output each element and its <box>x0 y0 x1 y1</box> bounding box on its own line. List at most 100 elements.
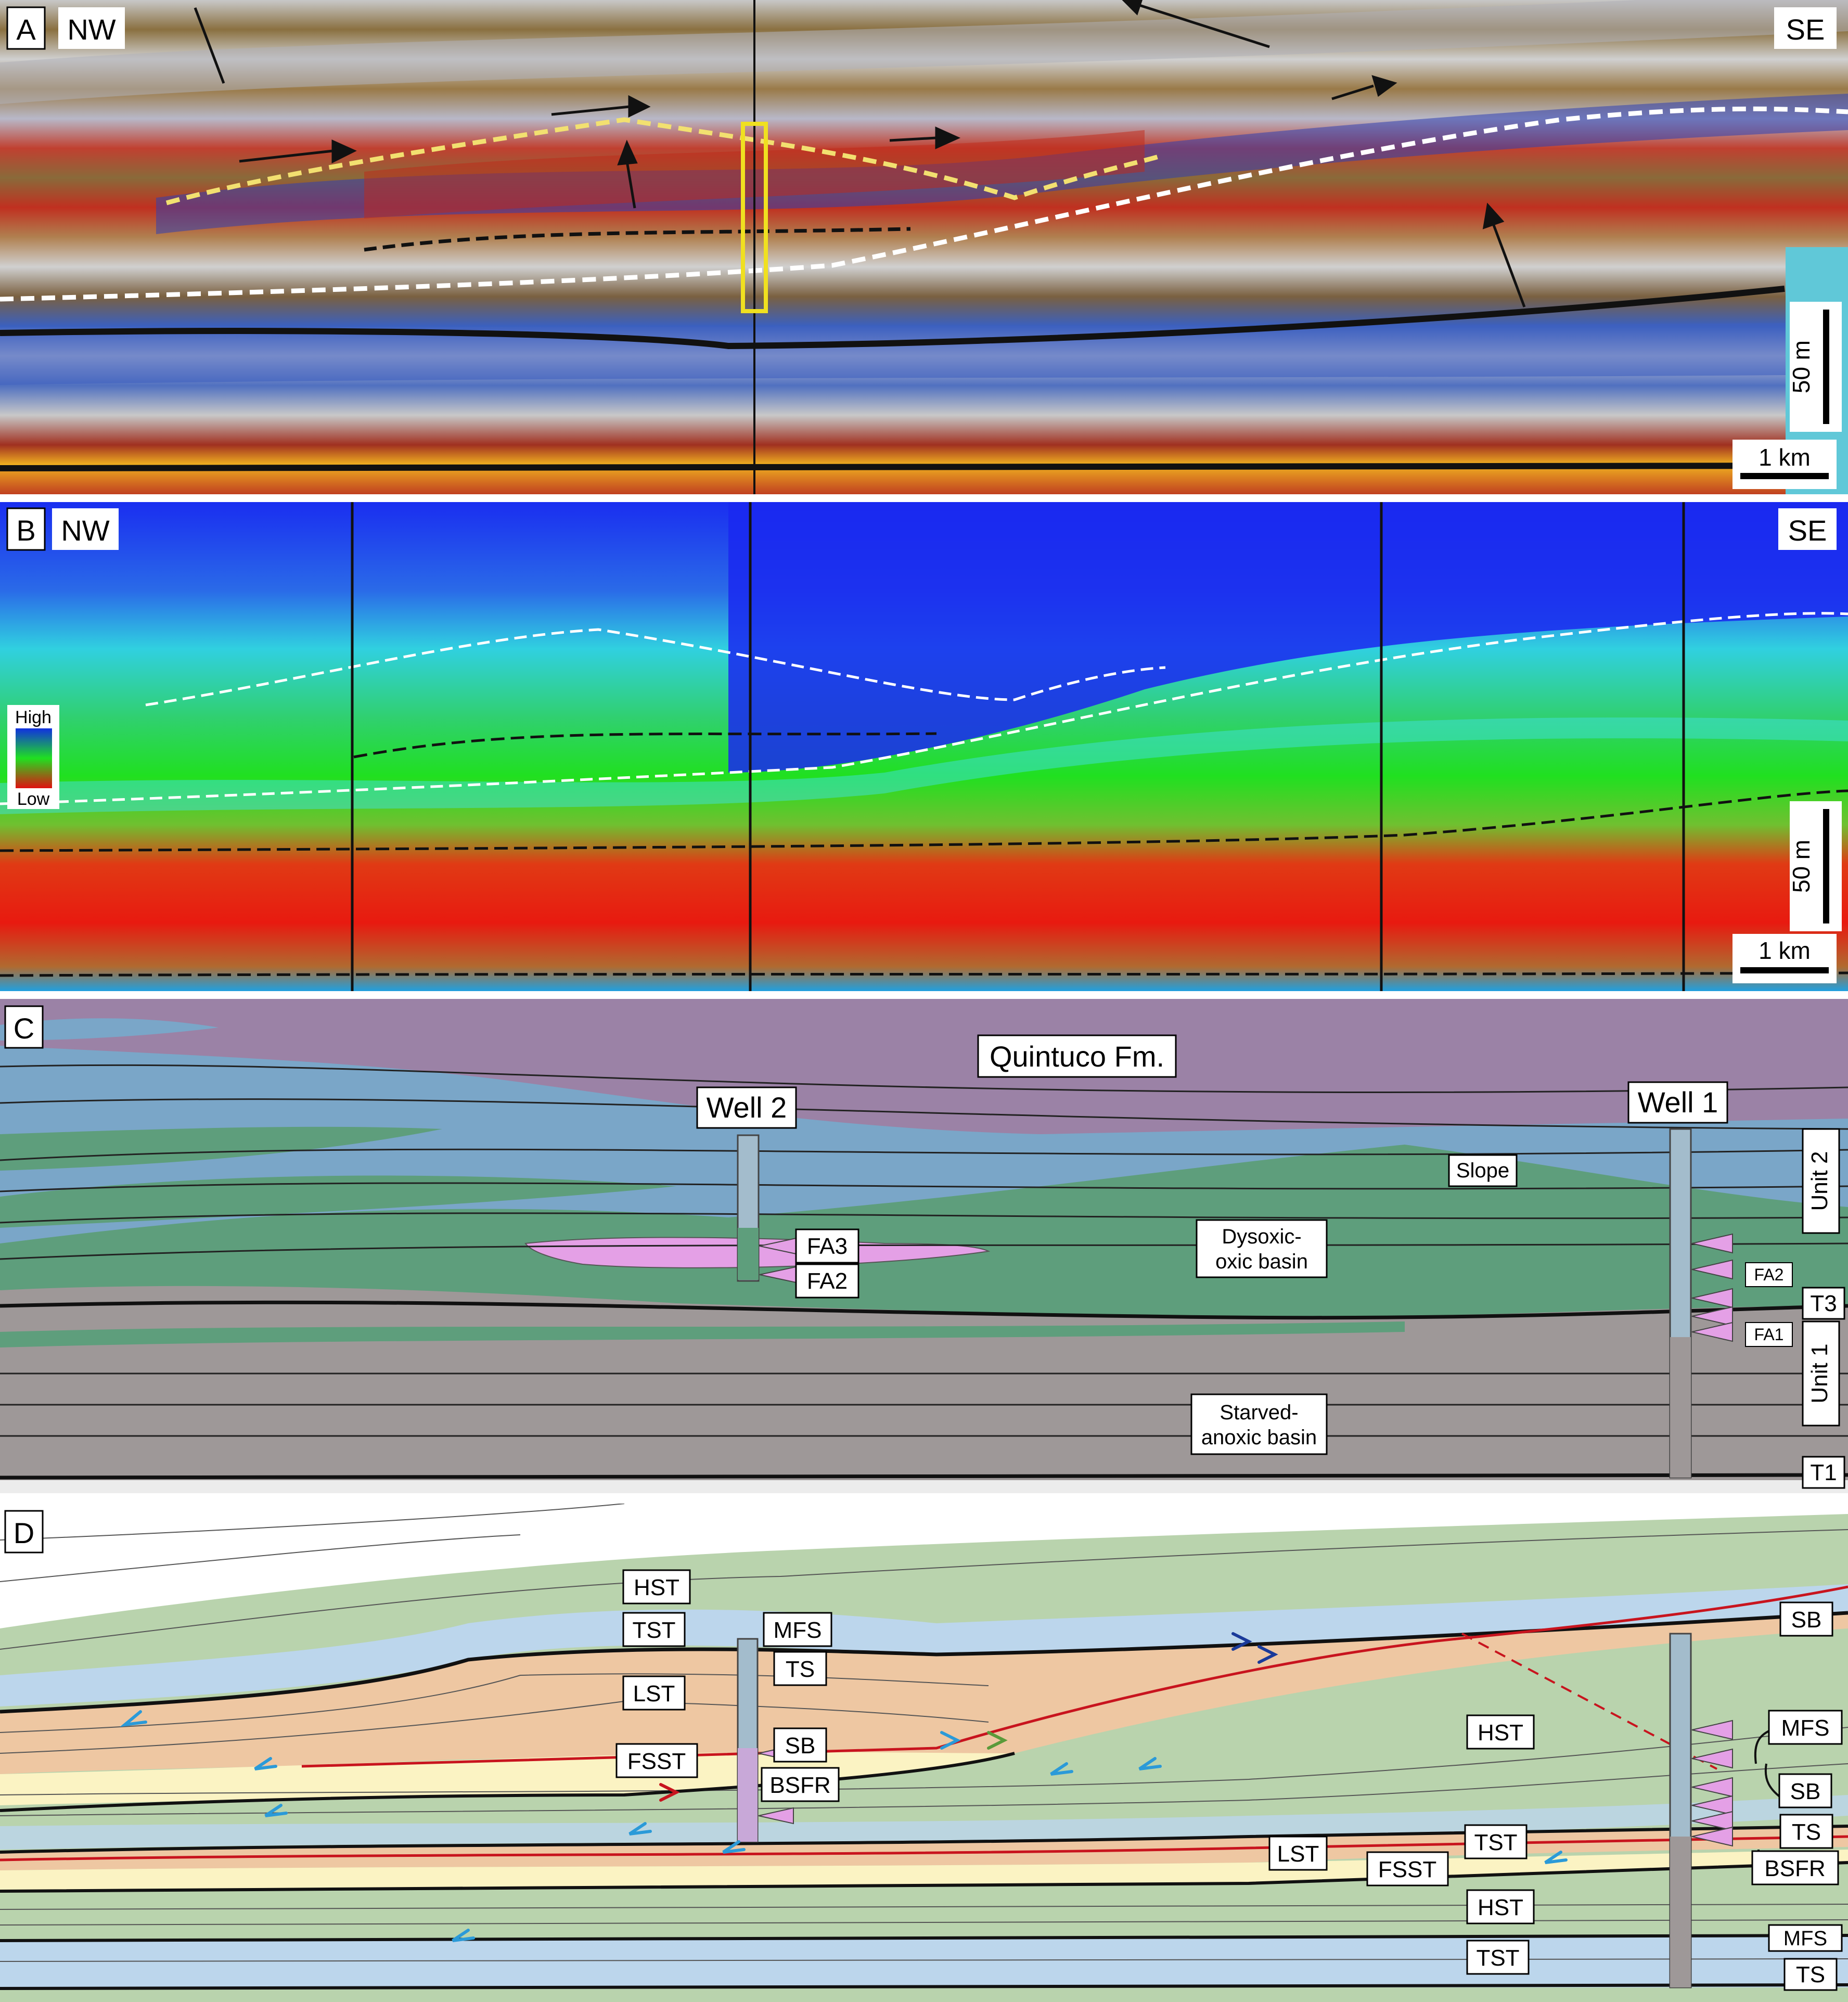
white-horizon <box>0 106 1848 302</box>
panel-letter-box <box>4 1510 44 1554</box>
black-dashed-lower <box>0 971 1848 977</box>
green-tongue-2 <box>0 1175 676 1228</box>
panel-d-sequence-stratigraphy: D HST TST MFS TS LST <box>0 1504 1848 2002</box>
panel-c-svg: C Quintuco Fm. Well 2 Well 1 Slope Dysox… <box>0 999 1848 1493</box>
black-dashed-horizon <box>364 227 911 252</box>
quintuco-formation <box>0 999 1848 1134</box>
dir-left-box <box>52 508 119 550</box>
white-dashed-lower <box>0 612 1848 805</box>
mfs-bottom-label: MFS <box>1783 1927 1827 1950</box>
well-2-green-part <box>738 1228 759 1280</box>
fsst-upper-unit <box>0 1752 1015 1805</box>
tst-low-label: TST <box>1476 1945 1519 1971</box>
legend-low: Low <box>17 789 50 809</box>
t1-surface <box>0 1473 1848 1480</box>
sb-red-lower <box>0 1835 1848 1862</box>
reflector-band-deep-blue <box>0 323 1848 385</box>
hscale-label: 1 km <box>1759 444 1811 471</box>
mfs-left-label: MFS <box>774 1618 822 1643</box>
panel-letter: B <box>16 514 35 547</box>
sb-correlation-dashed <box>1461 1633 1717 1770</box>
bsfr-right-label: BSFR <box>1764 1856 1825 1881</box>
green-tongue-lower <box>0 1321 1405 1348</box>
sb-right2-label: SB <box>1790 1779 1821 1804</box>
sb-right-label: SB <box>1791 1607 1822 1633</box>
panel-letter-box <box>6 6 46 50</box>
starved-label-line1: Starved- <box>1220 1401 1298 1424</box>
dir-right-box <box>1774 7 1837 49</box>
facies-triangles <box>759 1233 1733 1342</box>
hscale-label: 1 km <box>1759 937 1811 964</box>
sb-left-label: SB <box>785 1733 816 1759</box>
ts-surface-lower <box>0 1983 1848 1990</box>
fa1-box <box>1745 1322 1793 1347</box>
hscale-box <box>1732 440 1837 489</box>
ts-right-label: TS <box>1792 1819 1821 1845</box>
well-1-box <box>1627 1081 1728 1124</box>
green-tongue-1 <box>0 1126 442 1171</box>
cyan-band <box>0 717 1848 814</box>
vscale-box <box>1790 801 1842 931</box>
black-dashed-middle <box>0 789 1848 852</box>
fa2-box <box>795 1263 859 1299</box>
well-location-box <box>741 122 768 313</box>
ts-bottom-label: TS <box>1796 1962 1825 1987</box>
formation-box <box>977 1034 1177 1078</box>
high-value-zone <box>728 502 1848 773</box>
reflector-band-gray <box>0 0 1848 104</box>
dysoxic-label-line2: oxic basin <box>1215 1250 1308 1273</box>
unit2-label: Unit 2 <box>1807 1151 1832 1211</box>
slope-tongue-upper <box>0 1018 219 1041</box>
vscale-box <box>1790 302 1842 432</box>
unit1-label: Unit 1 <box>1807 1344 1832 1404</box>
fa2-right-box <box>1745 1262 1793 1287</box>
starved-box <box>1190 1393 1328 1455</box>
fa3-label: FA3 <box>807 1234 848 1259</box>
dir-right-box <box>1778 508 1837 550</box>
unit1-box <box>1802 1320 1840 1427</box>
well-1-gray-part <box>1670 1337 1691 1478</box>
fsst-mid-label: FSST <box>1378 1857 1436 1882</box>
panel-letter-box <box>4 1005 44 1049</box>
hscale-box <box>1732 934 1837 983</box>
t3-box <box>1802 1287 1845 1320</box>
black-horizon-lower <box>0 463 1848 471</box>
panel-letter: A <box>16 13 36 46</box>
dysoxic-label-line1: Dysoxic- <box>1222 1225 1301 1248</box>
t3-surface <box>0 1300 1848 1320</box>
onlap-arrows <box>194 0 1526 307</box>
mfs-surface-lower <box>0 1934 1848 1942</box>
sb-surface-lower <box>0 1825 1848 1854</box>
ts-surface-upper <box>0 1611 1848 1714</box>
slope-label: Slope <box>1456 1159 1509 1182</box>
direction-nw: NW <box>61 514 109 547</box>
dysoxic-box <box>1196 1219 1328 1278</box>
bsfr-surface-upper <box>0 1752 1015 1812</box>
t1-box <box>1802 1456 1845 1489</box>
direction-se: SE <box>1788 514 1827 547</box>
panel-letter: D <box>14 1517 34 1549</box>
lst-lower-unit <box>0 1826 1848 1870</box>
label-boxes <box>615 1569 1843 1991</box>
starved-anoxic-basin <box>0 1286 1848 1493</box>
panel-letter-box <box>6 507 46 551</box>
slope-box <box>1448 1154 1518 1187</box>
panel-d-svg: D HST TST MFS TS LST <box>0 1504 1848 2002</box>
mfs-right-label: MFS <box>1781 1715 1830 1741</box>
tst-top-label: TST <box>632 1618 675 1643</box>
starved-label-line2: anoxic basin <box>1201 1426 1317 1449</box>
well-2-colored-part <box>738 1748 758 1842</box>
well-1-label: Well 1 <box>1638 1086 1718 1119</box>
black-dashed-upper <box>353 732 937 759</box>
fa3-box <box>795 1228 859 1264</box>
black-horizon-upper <box>0 286 1785 350</box>
well-2-label: Well 2 <box>707 1091 787 1124</box>
formation-label: Quintuco Fm. <box>990 1040 1164 1073</box>
t1-label: T1 <box>1810 1460 1837 1485</box>
fa2-label: FA2 <box>807 1268 848 1294</box>
direction-se: SE <box>1786 13 1825 46</box>
sb-red-upper <box>301 1585 1848 1768</box>
bsfr-left-label: BSFR <box>769 1773 830 1798</box>
legend-colorbar <box>16 728 52 788</box>
unit2-box <box>1802 1128 1840 1234</box>
